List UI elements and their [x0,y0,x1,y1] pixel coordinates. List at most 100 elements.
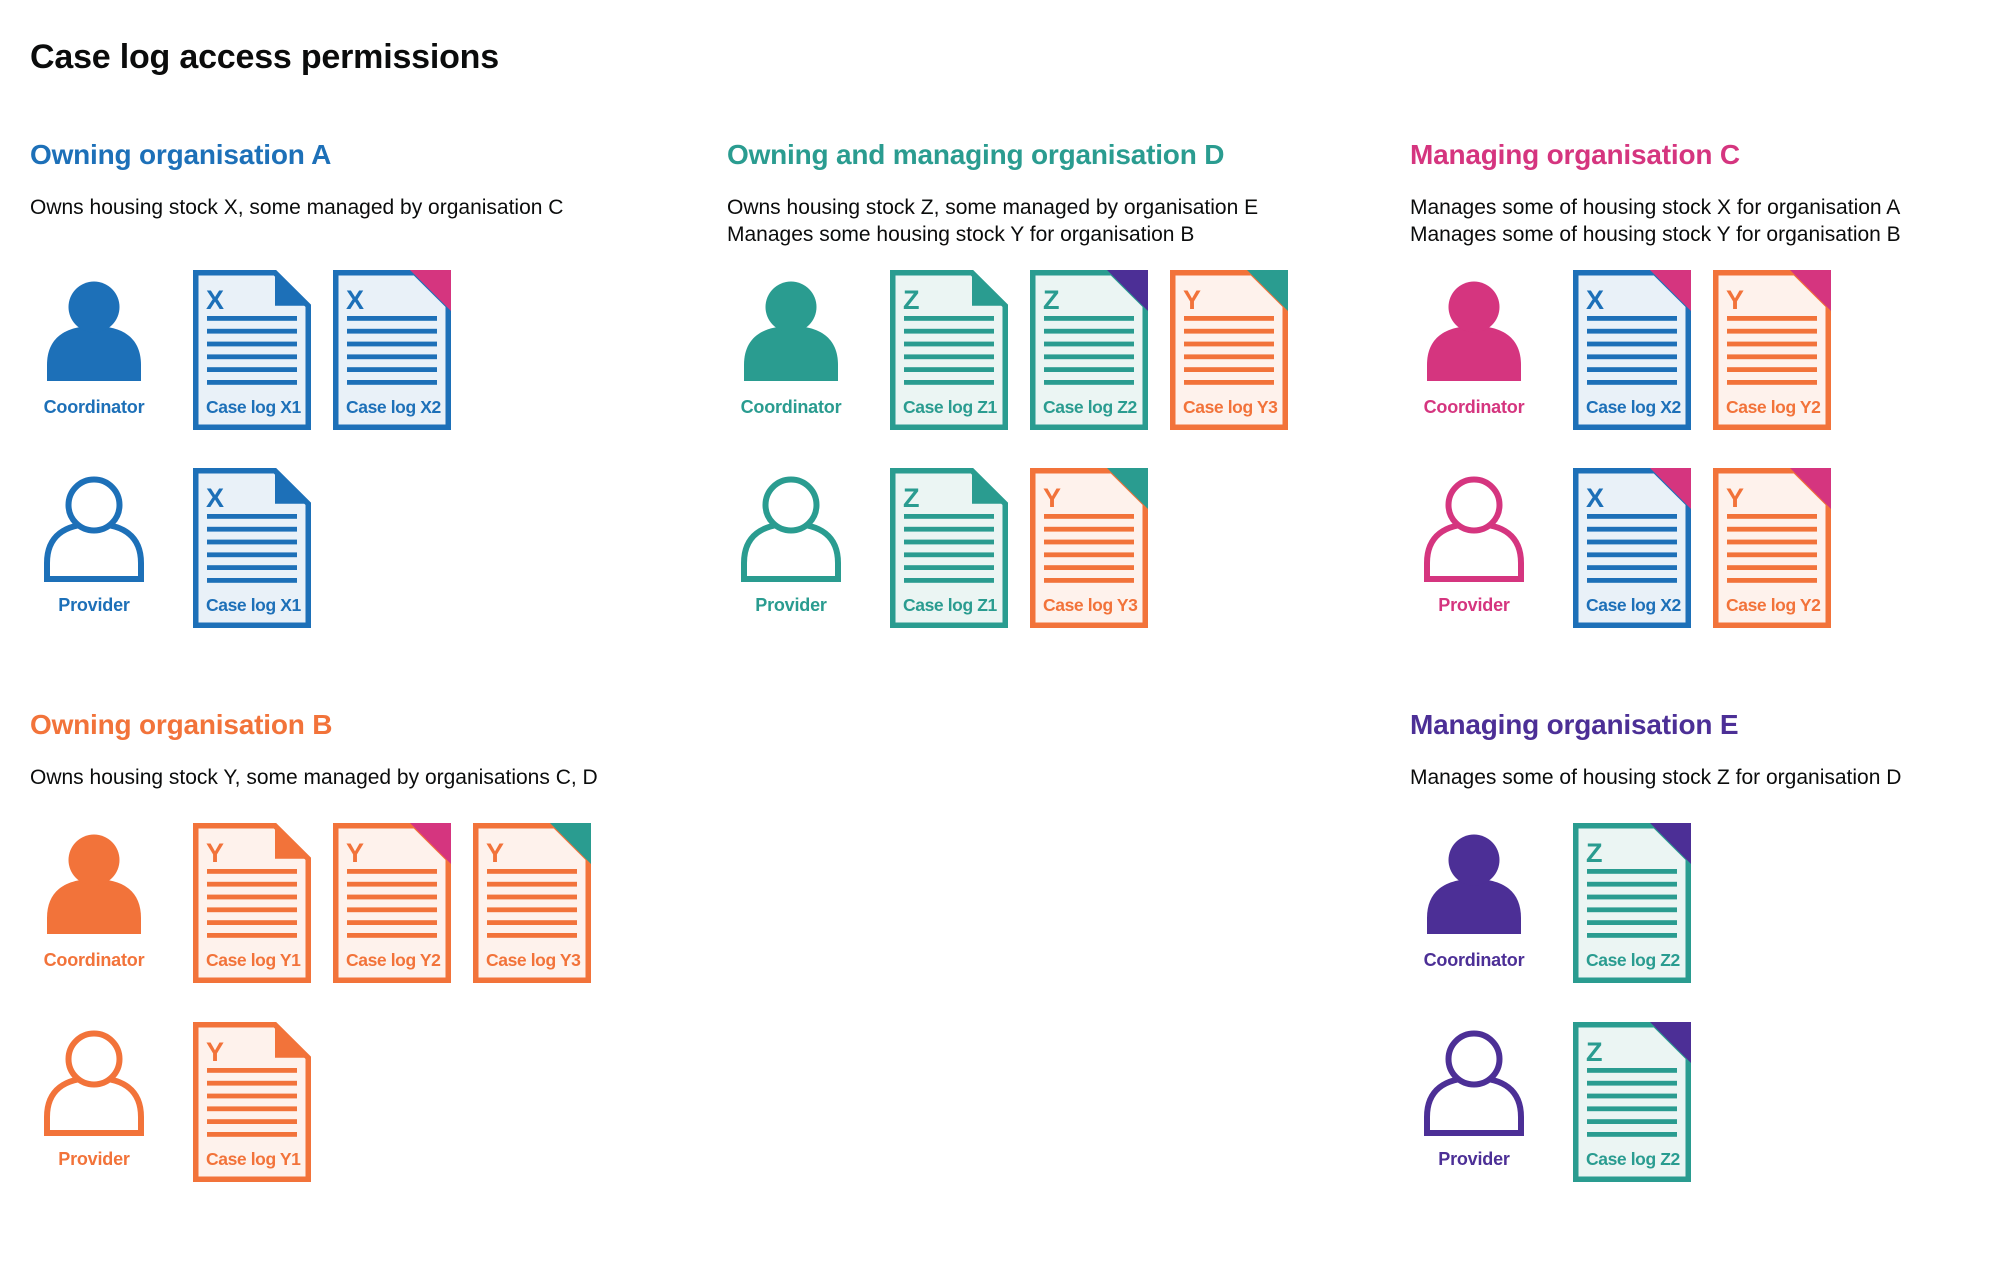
doc-text-line [1727,514,1817,519]
person-provider: Provider [727,468,855,628]
doc-text-line [904,367,994,372]
doc-text-line [207,1068,297,1073]
doc-fold-corner [1650,1022,1691,1063]
doc-case-log-y2: Y Case log Y2 [1713,468,1831,628]
doc-page [1713,270,1831,430]
doc-text-line [207,341,297,347]
doc-text-line [1587,316,1677,321]
doc-text-line [207,869,297,874]
doc-list: Z Case log Z2 [1573,823,1691,983]
doc-label: Case log Z2 [1586,1149,1680,1169]
doc-text-line [487,881,577,887]
doc-stock-letter: Y [206,838,224,868]
doc-case-log-y2: Y Case log Y2 [333,823,451,983]
doc-text-line [347,869,437,874]
doc-text-line [1587,1093,1677,1099]
doc-case-log-x2: X Case log X2 [333,270,451,430]
doc-text-line [1587,894,1677,900]
section-owning-and-managing-organisation-d: Owning and managing organisation D Owns h… [727,140,1387,628]
org-description-line: Owns housing stock Y, some managed by or… [30,766,598,789]
person-filled-icon [1427,281,1521,381]
doc-text-line [904,328,994,334]
doc-text-line [1044,552,1134,558]
doc-text-line [207,881,297,887]
doc-stock-letter: Z [903,285,920,315]
doc-label: Case log Y3 [486,950,581,970]
person-body [744,326,838,381]
doc-page [1030,270,1148,430]
org-description-line: Owns housing stock Z, some managed by or… [727,196,1259,219]
case-log-document-icon: Z Case log Z2 [1030,270,1148,430]
doc-text-line [1727,539,1817,545]
doc-text-line [1044,328,1134,334]
person-head [65,1030,123,1088]
doc-text-line [1727,328,1817,334]
doc-text-line [1727,526,1817,532]
case-log-document-icon: Y Case log Y3 [1030,468,1148,628]
doc-page [193,1022,311,1182]
doc-text-line [487,894,577,900]
doc-text-line [487,869,577,874]
doc-fold-corner [1790,270,1831,311]
doc-page [193,270,311,430]
doc-fold-corner [1650,468,1691,509]
doc-text-line [1044,578,1134,583]
doc-text-line [1044,539,1134,545]
person-head [68,834,120,886]
doc-page [1573,468,1691,628]
person-head [762,476,820,534]
doc-list: X Case log X1 X Case log X2 [193,270,451,430]
doc-text-line [347,933,437,938]
org-section-description: Owns housing stock X, some managed by or… [30,194,690,221]
doc-stock-letter: Z [1043,285,1060,315]
doc-case-log-z1: Z Case log Z1 [890,270,1008,430]
doc-text-line [904,565,994,570]
doc-list: Y Case log Y1 Y Case log Y2 Y Case log Y3 [193,823,591,983]
doc-stock-letter: X [1586,285,1604,315]
doc-text-line [207,1080,297,1086]
case-log-document-icon: Y Case log Y2 [1713,468,1831,628]
doc-label: Case log Y1 [206,1149,301,1169]
doc-text-line [207,578,297,583]
doc-text-line [487,933,577,938]
doc-label: Case log Y3 [1043,595,1138,615]
org-section-title: Owning organisation A [30,139,332,170]
person-head [68,281,120,333]
doc-stock-letter: X [206,483,224,513]
doc-list: Z Case log Z2 [1573,1022,1691,1182]
doc-text-line [1044,380,1134,385]
doc-text-line [904,354,994,360]
doc-stock-letter: Y [346,838,364,868]
doc-label: Case log Y2 [1726,397,1821,417]
person-role-label: Provider [1438,1149,1510,1169]
doc-text-line [1184,341,1274,347]
case-log-document-icon: X Case log X1 [193,270,311,430]
doc-text-line [1044,367,1134,372]
page-title: Case log access permissions [30,38,499,76]
doc-stock-letter: Y [206,1037,224,1067]
doc-text-line [347,354,437,360]
doc-text-line [904,341,994,347]
doc-label: Case log Y1 [206,950,301,970]
doc-case-log-x2: X Case log X2 [1573,468,1691,628]
doc-fold-corner [410,823,451,864]
person-coordinator: Coordinator [30,823,158,983]
doc-text-line [1587,1080,1677,1086]
doc-fold-corner [275,272,309,306]
doc-text-line [207,907,297,913]
doc-label: Case log Z2 [1043,397,1137,417]
doc-text-line [1587,933,1677,938]
doc-text-line [1184,328,1274,334]
person-filled-icon [47,834,141,934]
doc-text-line [1727,316,1817,321]
person-role-label: Provider [1438,595,1510,615]
person-provider: Provider [1410,1022,1538,1182]
person-outline-icon [741,476,841,582]
person-provider: Provider [30,1022,158,1182]
doc-fold-corner [550,823,591,864]
person-role-label: Coordinator [1423,950,1525,970]
doc-text-line [1727,354,1817,360]
person-role-label: Coordinator [43,950,145,970]
doc-case-log-z2: Z Case log Z2 [1573,823,1691,983]
